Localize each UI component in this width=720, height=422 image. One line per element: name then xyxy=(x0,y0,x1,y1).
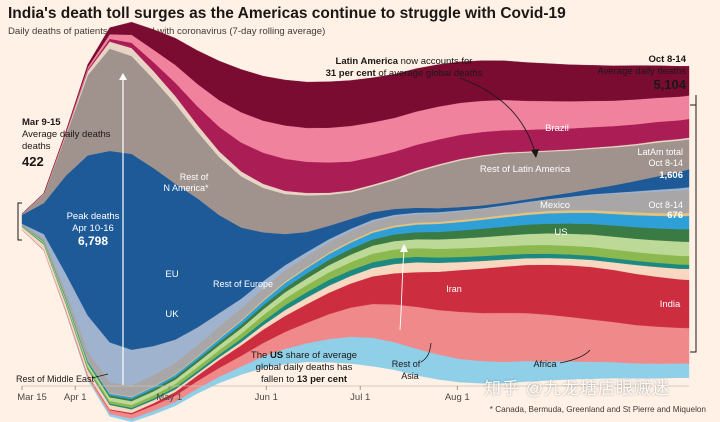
label-rest-latam: Rest of Latin America xyxy=(480,164,571,175)
rest-middle-east-leader xyxy=(91,373,109,379)
start-value: 422 xyxy=(22,154,44,169)
us-total-date: Oct 8-14 xyxy=(648,200,683,210)
label-rest-n-america-2: N America* xyxy=(163,183,209,193)
stream-layers xyxy=(21,22,690,422)
latam-total-label: LatAm total xyxy=(637,147,683,157)
us-total-value: 676 xyxy=(667,210,683,221)
rest-asia-leader xyxy=(420,342,432,363)
label-uk: UK xyxy=(165,309,179,320)
latam-arrow xyxy=(459,77,536,153)
chart-title: India's death toll surges as the America… xyxy=(8,5,566,22)
end-date: Oct 8-14 xyxy=(649,54,687,65)
us-note-line2: global daily deaths has xyxy=(256,362,353,373)
x-tick-label: May 1 xyxy=(156,392,182,403)
label-rest-middle-east: Rest of Middle East xyxy=(16,374,95,384)
end-label: Average daily deaths xyxy=(597,66,686,77)
label-rest-asia-2: Asia xyxy=(401,371,419,381)
peak-label: Peak deaths xyxy=(67,211,120,222)
label-iran: Iran xyxy=(446,284,462,294)
start-annotation: Mar 9-15 Average daily deaths deaths 422 xyxy=(22,117,111,169)
latam-arrow-icon xyxy=(531,149,539,158)
peak-date: Apr 10-16 xyxy=(72,223,114,234)
end-value: 5,104 xyxy=(653,77,686,92)
x-tick-label: Jun 1 xyxy=(255,392,278,403)
us-note-line1: The US share of average xyxy=(251,350,357,361)
africa-leader xyxy=(559,349,591,364)
end-annotation: Oct 8-14 Average daily deaths 5,104 xyxy=(597,54,686,92)
latam-total-date: Oct 8-14 xyxy=(648,158,683,168)
peak-annotation: Peak deaths Apr 10-16 6,798 xyxy=(67,211,120,248)
x-tick-label: Apr 1 xyxy=(64,392,87,403)
label-rest-asia-1: Rest of xyxy=(392,359,421,369)
us-total: Oct 8-14 676 xyxy=(648,200,683,221)
latam-total-value: 1,606 xyxy=(659,170,683,181)
peak-arrow-icon xyxy=(119,73,127,80)
start-label-2: deaths xyxy=(22,141,51,152)
x-tick-label: Jul 1 xyxy=(350,392,370,403)
label-us: US xyxy=(554,227,567,238)
us-arrow-icon xyxy=(400,244,408,252)
start-bracket xyxy=(17,202,22,241)
latam-note: Latin America now accounts for 31 per ce… xyxy=(326,56,483,79)
stream-brazil xyxy=(21,22,690,215)
latam-total: LatAm total Oct 8-14 1,606 xyxy=(637,147,683,181)
x-tick-label: Aug 1 xyxy=(445,392,470,403)
latam-note-line1: Latin America now accounts for xyxy=(336,56,473,67)
footnote: * Canada, Bermuda, Greenland and St Pier… xyxy=(489,405,706,414)
label-africa: Africa xyxy=(533,359,556,369)
x-tick-label: Mar 15 xyxy=(17,392,47,403)
start-label: Average daily deaths xyxy=(22,129,111,140)
latam-note-line2: 31 per cent of average global deaths xyxy=(326,68,483,79)
label-rest-europe: Rest of Europe xyxy=(213,279,273,289)
label-brazil: Brazil xyxy=(545,123,569,134)
chart-subtitle: Daily deaths of patients diagnosed with … xyxy=(8,26,326,37)
x-axis: Mar 15 Apr 1 May 1 Jun 1 Jul 1 Aug 1 xyxy=(17,385,689,403)
label-rest-n-america-1: Rest of xyxy=(180,172,209,182)
series-labels: Brazil Rest of Latin America Mexico US R… xyxy=(16,123,681,384)
start-date: Mar 9-15 xyxy=(22,117,61,128)
label-eu: EU xyxy=(165,269,178,280)
peak-value: 6,798 xyxy=(78,234,108,248)
us-note-line3: fallen to 13 per cent xyxy=(261,374,348,385)
label-mexico: Mexico xyxy=(540,200,570,211)
us-note: The US share of average global daily dea… xyxy=(251,350,357,385)
end-bracket xyxy=(690,104,697,353)
us-arrow xyxy=(399,249,405,331)
label-india: India xyxy=(660,299,681,310)
watermark: 知乎 @九龙塘店眼贼迷 xyxy=(484,379,670,398)
